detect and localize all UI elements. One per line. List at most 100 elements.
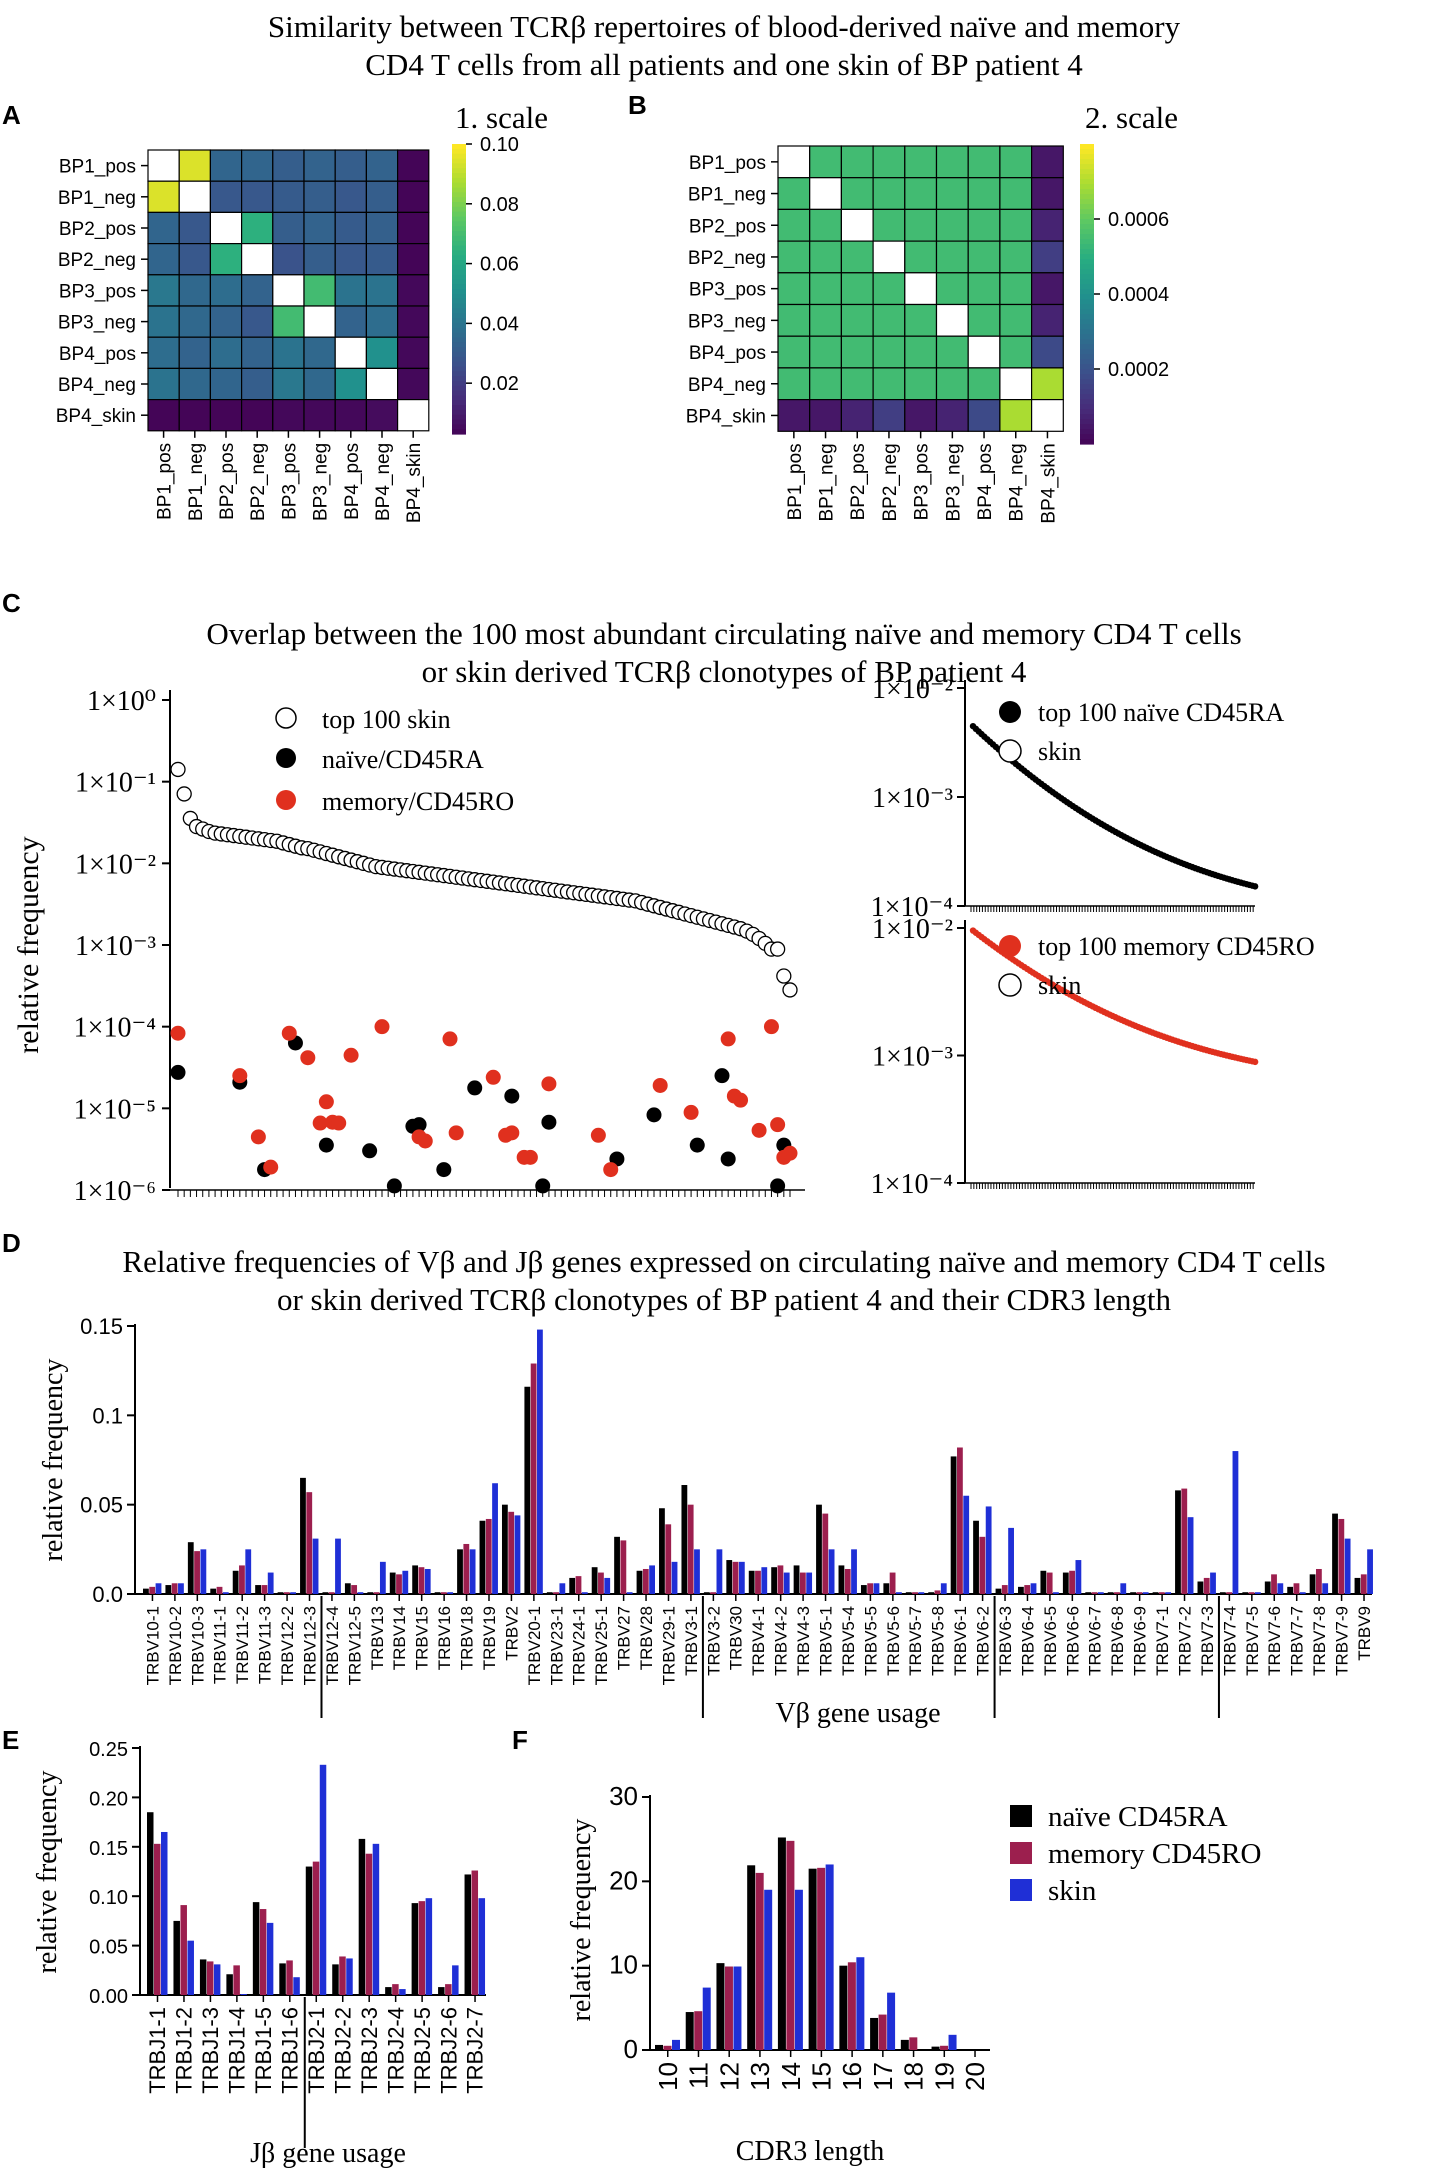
c-memory-point (300, 1050, 316, 1066)
heatmap-a-cell (209, 336, 243, 370)
heatmap-b-scale-segment (1080, 384, 1094, 390)
f-bar (870, 2017, 879, 2050)
f-legend-label: skin (1048, 1875, 1097, 1907)
heatmap-b-scale-segment (1080, 229, 1094, 235)
heatmap-a-cell (334, 336, 368, 370)
heatmap-a-scale-segment (452, 144, 466, 150)
e-bar (213, 1964, 221, 1995)
c-main-y-tick-label: 1×10⁰ (87, 686, 156, 717)
panel-c-title-line-1: Overlap between the 100 most abundant ci… (206, 616, 1242, 651)
heatmap-a-scale-segment (452, 231, 466, 237)
c-memory-point (281, 1025, 297, 1041)
d-bar (1018, 1586, 1024, 1594)
c-memory-point (522, 1149, 538, 1165)
heatmap-a-scale-segment (452, 182, 466, 189)
heatmap-a-cell (147, 399, 180, 432)
heatmap-a-cell (272, 149, 305, 182)
d-bar (873, 1583, 880, 1594)
heatmap-b-cell (999, 399, 1033, 432)
c-memory-point (448, 1125, 464, 1141)
heatmap-a-cell (334, 274, 368, 307)
heatmap-b-scale-segment (1080, 304, 1094, 310)
heatmap-b-cell (840, 208, 874, 242)
f-bar (747, 1865, 756, 2050)
heatmap-a-cell (241, 336, 274, 370)
d-bar (1210, 1572, 1216, 1594)
d-x-tick-label: TRBV10-3 (188, 1606, 207, 1685)
d-x-tick-label: TRBV6-5 (1041, 1606, 1060, 1676)
d-bar (851, 1549, 857, 1594)
heatmap-a-cell (334, 211, 368, 245)
heatmap-b-cell (1030, 145, 1064, 179)
e-bar (478, 1898, 486, 1995)
heatmap-b-cell (967, 399, 1001, 432)
heatmap-b-scale-segment (1080, 379, 1094, 385)
d-bar (1075, 1560, 1082, 1594)
heatmap-a-scale-segment (452, 322, 466, 329)
d-bar (934, 1590, 941, 1594)
d-x-tick-label: TRBV9 (1355, 1606, 1374, 1661)
heatmap-a-cell (303, 305, 336, 338)
d-x-tick-label: TRBV18 (458, 1606, 477, 1670)
c-memory-point (318, 1094, 334, 1110)
heatmap-b-cell (872, 303, 906, 337)
f-x-tick-label: 20 (960, 2062, 990, 2091)
heatmap-b-cell (999, 303, 1033, 337)
heatmap-b-cell (809, 145, 843, 179)
heatmap-b-row-label: BP4_skin (686, 406, 766, 427)
heatmap-a-scale-segment (452, 318, 466, 324)
c-naive-legend-skin-marker (998, 739, 1022, 763)
heatmap-b-cell (935, 240, 969, 274)
heatmap-b-scale-segment (1080, 239, 1094, 245)
heatmap-a-scale-segment (452, 269, 466, 276)
heatmap-a-scale-segment (452, 158, 466, 164)
d-bar (985, 1506, 992, 1594)
c-memory-point (417, 1133, 433, 1149)
heatmap-a-cell (303, 399, 336, 432)
heatmap-a-cell (334, 399, 368, 432)
heatmap-b-scale-segment (1080, 184, 1094, 190)
heatmap-a-cell (303, 211, 336, 245)
c-legend-skin-label: top 100 skin (322, 705, 451, 734)
heatmap-a-scale-segment (452, 206, 466, 213)
heatmap-a-cell (147, 149, 180, 182)
d-x-tick-label: TRBV3-2 (704, 1606, 723, 1676)
e-y-tick-label: 0.10 (89, 1887, 128, 1909)
d-bar (1271, 1574, 1277, 1594)
heatmap-a-scale-segment (452, 347, 466, 353)
heatmap-b-cell (809, 399, 843, 432)
d-x-tick-label: TRBV4-1 (749, 1606, 768, 1676)
c-naive-point (411, 1117, 427, 1133)
c-legend-memory-label: memory/CD45RO (322, 787, 514, 816)
d-bar (306, 1492, 313, 1594)
heatmap-a-scale-segment (452, 153, 466, 160)
heatmap-b-cell (840, 399, 874, 432)
d-bar (799, 1572, 806, 1594)
heatmap-a-cell (365, 211, 399, 245)
d-bar (1322, 1583, 1329, 1594)
f-bar (777, 1837, 786, 2050)
d-bar (569, 1577, 576, 1594)
d-bar (239, 1565, 245, 1594)
heatmap-b-row-label: BP3_pos (689, 280, 766, 301)
heatmap-a-cell (209, 274, 243, 307)
e-bar (147, 1812, 154, 1995)
e-y-tick-label: 0.15 (89, 1838, 128, 1860)
heatmap-a-scale-segment (452, 177, 466, 184)
heatmap-a-scale-segment (452, 390, 466, 396)
c-main-y-tick-label: 1×10⁻⁶ (74, 1176, 156, 1207)
d-x-tick-label: TRBV23-1 (547, 1606, 566, 1685)
d-bar (716, 1549, 723, 1594)
d-bar (1130, 1592, 1136, 1594)
heatmap-b-scale-segment (1080, 164, 1094, 170)
c-memory-point (504, 1125, 520, 1141)
d-bar (581, 1592, 588, 1594)
d-bar (1142, 1592, 1149, 1594)
heatmap-a-cell (241, 305, 274, 338)
heatmap-a-cell (334, 149, 368, 182)
f-x-axis-title: CDR3 length (736, 2136, 885, 2167)
d-bar (344, 1583, 351, 1594)
heatmap-a-cell (178, 274, 211, 307)
heatmap-a-cell (334, 305, 368, 338)
